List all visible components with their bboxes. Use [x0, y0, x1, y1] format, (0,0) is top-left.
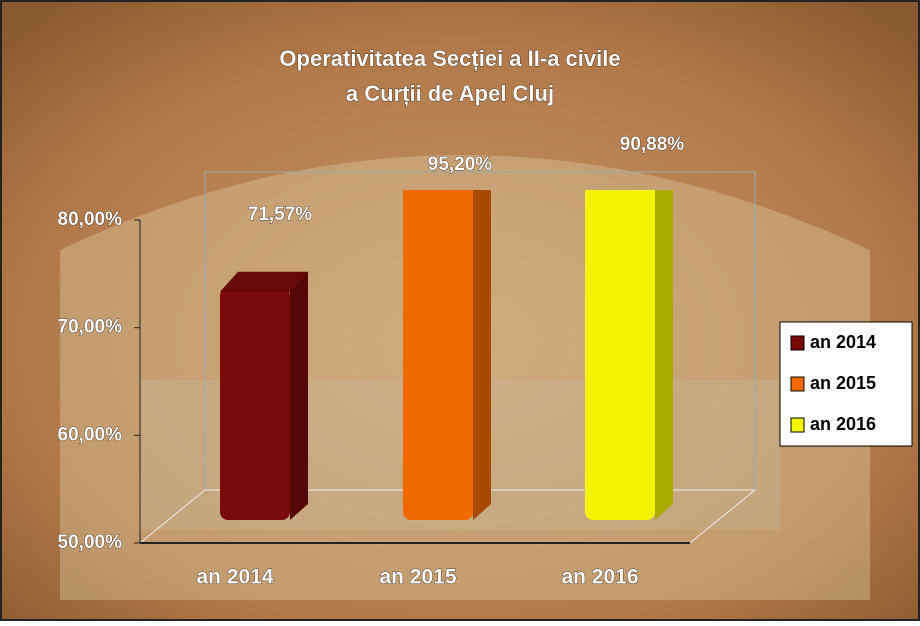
- chart-title: Operativitatea Secției a II-a civile: [279, 46, 620, 71]
- x-tick-label: an 2015: [379, 566, 456, 589]
- value-label: 71,57%: [248, 204, 313, 225]
- bar-side: [290, 272, 308, 520]
- chart-subtitle: a Curții de Apel Cluj: [346, 81, 554, 106]
- chart: Operativitatea Secției a II-a civile a C…: [0, 0, 920, 621]
- y-tick-label: 50,00%: [58, 532, 123, 553]
- value-label: 95,20%: [428, 154, 493, 175]
- legend-swatch: [791, 336, 804, 350]
- x-tick-label: an 2016: [561, 566, 638, 589]
- x-tick-label: an 2014: [196, 566, 273, 589]
- y-tick-label: 70,00%: [58, 317, 123, 338]
- legend-label: an 2014: [810, 332, 876, 352]
- value-label: 90,88%: [620, 134, 685, 155]
- legend-label: an 2016: [810, 414, 876, 434]
- y-tick-label: 80,00%: [58, 209, 123, 230]
- legend-swatch: [791, 377, 804, 391]
- bar: [220, 288, 290, 520]
- legend-label: an 2015: [810, 373, 876, 393]
- y-tick-label: 60,00%: [58, 424, 123, 445]
- legend-swatch: [791, 418, 804, 432]
